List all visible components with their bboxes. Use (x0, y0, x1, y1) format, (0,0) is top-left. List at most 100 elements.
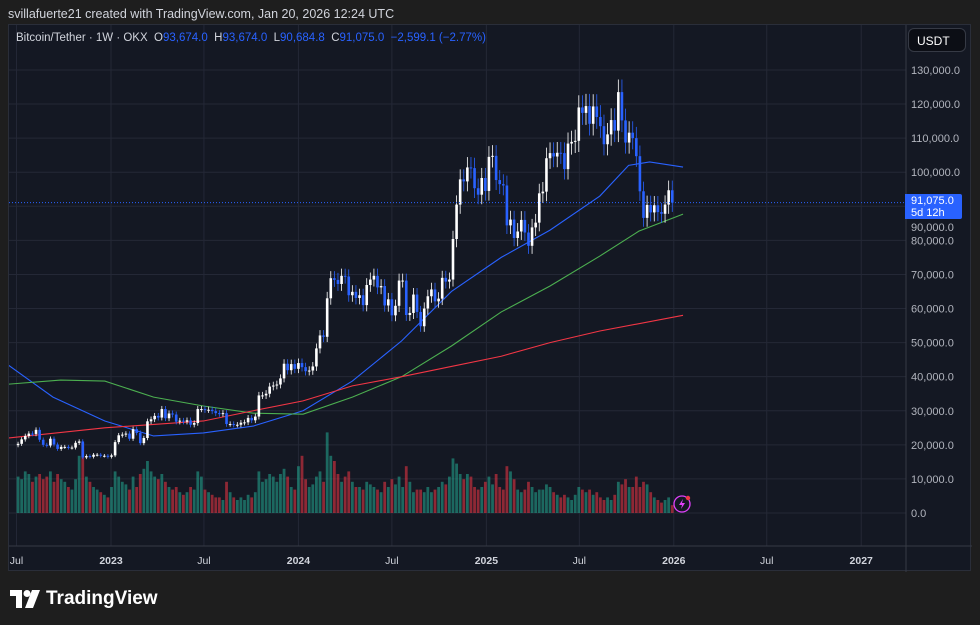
candle-body (297, 363, 300, 369)
volume-bar (501, 489, 505, 513)
candle (322, 330, 325, 343)
volume-bar (570, 500, 574, 513)
volume-bar (386, 487, 390, 513)
candle-body (250, 417, 253, 421)
candle-body (369, 279, 372, 286)
candle (645, 195, 649, 227)
volume-bar (120, 481, 124, 513)
candle-body (135, 429, 138, 433)
candle (23, 433, 27, 442)
volume-bar (31, 481, 34, 513)
candle (99, 452, 103, 458)
volume-bar (182, 494, 185, 513)
candle (487, 146, 491, 201)
candle-body (476, 188, 480, 195)
price-tick-label: 100,000.0 (911, 167, 960, 179)
candle-body (559, 152, 563, 154)
candle-body (128, 433, 131, 439)
volume-bar (164, 481, 167, 513)
last-price: 91,075.0 (911, 195, 954, 207)
candle-body (95, 454, 99, 456)
volume-bar (128, 489, 131, 513)
candle-body (203, 409, 207, 411)
volume-bar (465, 474, 469, 513)
symbol-name[interactable]: Bitcoin/Tether · 1W · OKX (16, 32, 148, 44)
volume-bar (667, 497, 671, 513)
currency-button[interactable]: USDT (908, 28, 966, 52)
candle (635, 126, 638, 167)
volume-bar (494, 474, 498, 513)
volume-bar (620, 484, 624, 513)
candle (196, 405, 200, 426)
candle-body (638, 156, 642, 192)
moving-average-line (9, 161, 684, 437)
volume-bar (210, 494, 214, 513)
candle (282, 359, 286, 383)
candle-body (484, 177, 487, 191)
candle (268, 382, 271, 398)
volume-bar (412, 492, 415, 513)
candle (329, 271, 333, 305)
candle-body (196, 409, 200, 424)
volume-bar (580, 489, 584, 513)
volume-bar (591, 494, 595, 513)
candle (376, 268, 379, 295)
candle (548, 142, 552, 169)
candle-body (656, 205, 660, 213)
time-tick-label: Jul (573, 555, 586, 567)
candle-body (41, 439, 45, 445)
volume-bar (509, 471, 512, 513)
volume-bar (444, 484, 448, 513)
volume-bar (239, 497, 243, 513)
candle (203, 405, 207, 413)
volume-bar (66, 487, 70, 513)
price-tick-label: 60,000.0 (911, 304, 954, 316)
candle (448, 272, 451, 289)
volume-bar (318, 471, 322, 513)
open-value: 93,674.0 (163, 32, 208, 44)
volume-bar (430, 492, 433, 513)
candle (566, 132, 570, 180)
time-tick-label: Jul (760, 555, 773, 567)
candle (131, 426, 135, 441)
candle-body (660, 212, 663, 214)
tradingview-logo-icon (10, 590, 40, 608)
time-tick-label: 2026 (662, 555, 686, 567)
candle (422, 302, 426, 332)
candle-body (591, 106, 595, 124)
candle-body (419, 311, 422, 327)
candle-body (599, 116, 602, 127)
volume-bar (336, 474, 340, 513)
chart-panel[interactable]: 0.0 10,000.0 20,000.0 30,000.0 40,000.0 50,00… (8, 24, 972, 572)
volume-bar (135, 487, 139, 513)
volume-bar (232, 497, 236, 513)
bar-countdown: 5d 12h (911, 207, 945, 219)
candle (426, 289, 430, 315)
volume-bar (483, 481, 487, 513)
candle (250, 415, 253, 424)
candle (185, 417, 189, 425)
candle-body (379, 286, 383, 288)
candle-body (192, 423, 196, 425)
candle (462, 169, 466, 192)
volume-bar (631, 487, 635, 513)
candle (505, 175, 509, 234)
candle (192, 420, 196, 428)
candle-body (103, 455, 106, 457)
candle-body (609, 120, 613, 135)
candle (584, 93, 588, 125)
candle (433, 282, 437, 308)
candle (225, 410, 228, 427)
volume-bar (447, 476, 451, 513)
volume-bar (588, 489, 591, 513)
candle-body (534, 222, 537, 228)
volume-bar (214, 497, 218, 513)
candle (480, 167, 484, 205)
candle (286, 359, 289, 375)
volume-bar (642, 481, 645, 513)
candle-body (670, 190, 674, 203)
candle-body (451, 238, 455, 280)
candle (624, 108, 627, 154)
tradingview-logo[interactable]: TradingView (10, 588, 158, 610)
price-chart[interactable]: 0.0 10,000.0 20,000.0 30,000.0 40,000.0 50,00… (9, 25, 972, 572)
